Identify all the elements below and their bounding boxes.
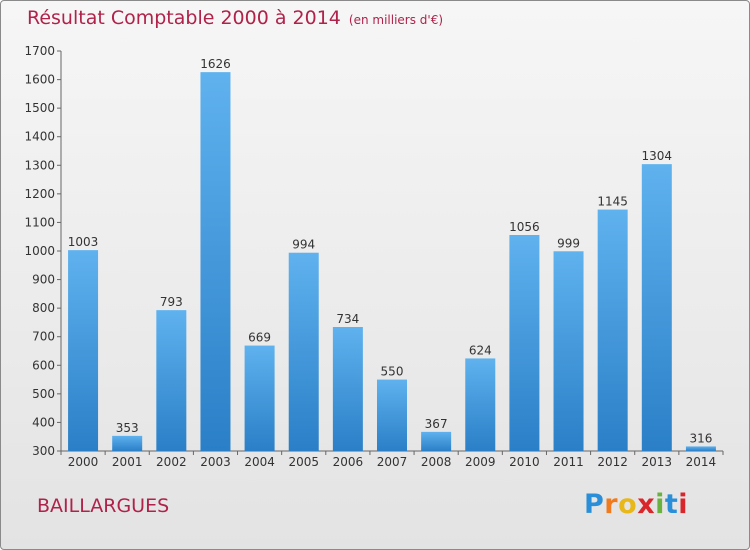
x-tick-label: 2002 [156, 455, 187, 469]
y-tick-label: 1700 [24, 44, 55, 58]
x-tick-label: 2003 [200, 455, 231, 469]
logo-letter: r [604, 489, 619, 520]
x-tick-label: 2005 [288, 455, 319, 469]
y-tick-label: 400 [32, 415, 55, 429]
x-tick-label: 2011 [553, 455, 584, 469]
bar [465, 358, 496, 451]
x-tick-label: 2007 [377, 455, 408, 469]
y-tick-label: 300 [32, 444, 55, 458]
logo-letter: x [637, 489, 656, 520]
bar [685, 446, 716, 451]
y-tick-label: 1200 [24, 187, 55, 201]
bar [421, 431, 452, 451]
y-tick-label: 1000 [24, 244, 55, 258]
bar [112, 435, 143, 451]
bar [68, 250, 99, 451]
chart-title: Résultat Comptable 2000 à 2014 (en millie… [27, 7, 443, 29]
y-tick-label: 500 [32, 387, 55, 401]
bar [509, 235, 540, 451]
y-tick-label: 1600 [24, 73, 55, 87]
bar-value-label: 316 [689, 431, 712, 445]
bar-value-label: 550 [381, 365, 404, 379]
logo-letter: o [618, 489, 638, 520]
y-tick-label: 900 [32, 273, 55, 287]
chart-labels: 1003 2000 353 2001 793 2002 1626 2003 669 2004 994… [68, 57, 716, 469]
bar-value-label: 1304 [642, 149, 673, 163]
bar [288, 252, 319, 451]
x-tick-label: 2006 [333, 455, 364, 469]
x-tick-label: 2010 [509, 455, 540, 469]
bar [641, 164, 672, 451]
bar-value-label: 1003 [68, 235, 99, 249]
bar-value-label: 367 [425, 417, 448, 431]
bar [200, 72, 231, 452]
location-name: BAILLARGUES [37, 495, 170, 517]
bar [597, 209, 628, 451]
chart-subtitle: (en milliers d'€) [348, 13, 444, 27]
x-tick-label: 2012 [597, 455, 628, 469]
y-tick-label: 1100 [24, 215, 55, 229]
bar-value-label: 1145 [597, 195, 628, 209]
logo-letter: P [584, 489, 605, 520]
bar [332, 327, 363, 451]
y-tick-label: 1500 [24, 101, 55, 115]
bar [244, 345, 275, 451]
bar-value-label: 1056 [509, 220, 540, 234]
y-tick-label: 1400 [24, 130, 55, 144]
bar-value-label: 353 [116, 421, 139, 435]
logo-letter: i [678, 489, 689, 520]
y-tick-label: 700 [32, 330, 55, 344]
chart-bars [68, 72, 716, 452]
bar [377, 379, 407, 451]
y-tick-label: 1300 [24, 158, 55, 172]
bar [156, 310, 187, 451]
proxiti-logo: Proxiti [584, 489, 688, 520]
x-tick-label: 2001 [112, 455, 143, 469]
bar-value-label: 793 [160, 295, 183, 309]
bar-value-label: 1626 [200, 57, 231, 71]
x-tick-label: 2008 [421, 455, 452, 469]
bar-value-label: 999 [557, 236, 580, 250]
x-tick-label: 2009 [465, 455, 496, 469]
title-text: Résultat Comptable 2000 à 2014 [27, 7, 341, 29]
bar-value-label: 624 [469, 343, 492, 357]
bar-value-label: 734 [336, 312, 359, 326]
x-tick-label: 2014 [686, 455, 717, 469]
x-tick-label: 2000 [68, 455, 99, 469]
bar-value-label: 669 [248, 331, 271, 345]
bar-value-label: 994 [292, 238, 315, 252]
x-tick-label: 2013 [642, 455, 673, 469]
logo-letter: i [655, 489, 665, 520]
y-tick-label: 800 [32, 301, 55, 315]
logo-letter: t [664, 489, 679, 520]
y-tick-label: 600 [32, 358, 55, 372]
bar [553, 251, 584, 451]
x-tick-label: 2004 [244, 455, 275, 469]
